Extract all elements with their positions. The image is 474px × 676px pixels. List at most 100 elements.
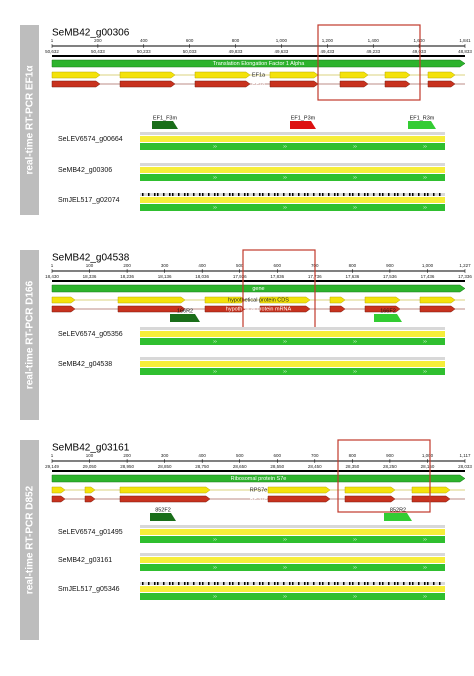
exon xyxy=(419,305,456,313)
ruler-label: 17,936 xyxy=(233,274,247,279)
primer-label: 852F2 xyxy=(155,507,171,513)
primer-label: 166F2 xyxy=(380,308,396,314)
ruler-label: 18,036 xyxy=(195,274,209,279)
exon xyxy=(194,80,251,88)
snp xyxy=(259,193,261,196)
exon xyxy=(259,305,311,313)
ruler-label: 17,836 xyxy=(270,274,284,279)
ruler-label: 48,833 xyxy=(458,49,472,54)
gene-title: SeMB42_g03161 xyxy=(52,443,130,454)
exon xyxy=(329,296,346,304)
snp xyxy=(202,582,204,585)
snp xyxy=(304,193,306,196)
snp xyxy=(349,582,351,585)
exon xyxy=(119,71,176,79)
exon xyxy=(344,495,396,503)
snp xyxy=(439,582,441,585)
snp xyxy=(409,582,411,585)
snp xyxy=(283,193,285,196)
ruler-label: 100 xyxy=(86,453,94,458)
exon xyxy=(411,495,451,503)
snp xyxy=(217,193,219,196)
chevron: ›› xyxy=(213,144,217,150)
exon xyxy=(194,71,251,79)
snp xyxy=(337,582,339,585)
ruler-label: 28,150 xyxy=(421,464,435,469)
snp xyxy=(334,582,336,585)
side-bar xyxy=(20,440,39,640)
sequence-name: SeMB42_g00306 xyxy=(58,167,112,174)
snp xyxy=(187,193,189,196)
coverage xyxy=(52,280,465,282)
chevron: ›› xyxy=(213,537,217,543)
snp xyxy=(247,193,249,196)
ruler-label: 28,450 xyxy=(308,464,322,469)
snp xyxy=(157,193,159,196)
snp xyxy=(397,193,399,196)
ruler-label: 1 xyxy=(51,263,54,268)
ruler-label: 49,033 xyxy=(412,49,426,54)
chevron: ›› xyxy=(423,369,427,375)
chevron: ›› xyxy=(283,537,287,543)
snp xyxy=(343,582,345,585)
snp xyxy=(244,582,246,585)
track-yellow xyxy=(140,331,445,337)
ruler-label: 400 xyxy=(198,453,206,458)
snp xyxy=(322,582,324,585)
snp xyxy=(358,582,360,585)
highlight-box xyxy=(337,439,431,513)
track-green xyxy=(140,593,445,600)
feature-label: EF1a xyxy=(252,72,266,78)
primer xyxy=(408,121,436,129)
track-green xyxy=(140,536,445,543)
ruler-label: 900 xyxy=(386,453,394,458)
primer-label: EF1_R3m xyxy=(410,115,435,121)
ruler-label: 49,233 xyxy=(366,49,380,54)
chevron: ›› xyxy=(423,339,427,345)
snp xyxy=(184,193,186,196)
snp xyxy=(262,193,264,196)
primer xyxy=(170,314,200,322)
side-label: real-time RT-PCR D166 xyxy=(25,280,36,389)
chevron: ›› xyxy=(213,175,217,181)
snp xyxy=(379,582,381,585)
exon xyxy=(51,71,101,79)
snp xyxy=(262,582,264,585)
track-gray xyxy=(140,327,445,330)
ruler-label: 300 xyxy=(161,263,169,268)
side-bar xyxy=(20,250,39,420)
primer xyxy=(150,513,176,521)
exon xyxy=(259,296,311,304)
snp xyxy=(169,582,171,585)
snp xyxy=(277,193,279,196)
snp xyxy=(223,582,225,585)
exon xyxy=(269,71,319,79)
ruler-label: 1 xyxy=(51,453,54,458)
snp xyxy=(343,193,345,196)
track-green xyxy=(140,338,445,345)
snp xyxy=(274,193,276,196)
snp xyxy=(424,193,426,196)
sequence-name: SeMB42_g04538 xyxy=(58,361,112,368)
snp xyxy=(208,582,210,585)
exon xyxy=(84,486,96,494)
ruler-label: 1,117 xyxy=(460,453,471,458)
snp xyxy=(397,582,399,585)
exon xyxy=(427,71,456,79)
snp xyxy=(388,193,390,196)
snp xyxy=(277,582,279,585)
chevron: ›› xyxy=(423,144,427,150)
exon xyxy=(117,296,186,304)
exon xyxy=(117,305,186,313)
exon xyxy=(384,80,411,88)
snp xyxy=(352,582,354,585)
snp xyxy=(313,582,315,585)
snp xyxy=(232,193,234,196)
chevron: ›› xyxy=(353,369,357,375)
ruler-label: 50,433 xyxy=(91,49,105,54)
snp xyxy=(178,582,180,585)
primer-label: EF1_P3m xyxy=(291,115,316,121)
track-gray xyxy=(140,357,445,360)
track-green xyxy=(140,564,445,571)
